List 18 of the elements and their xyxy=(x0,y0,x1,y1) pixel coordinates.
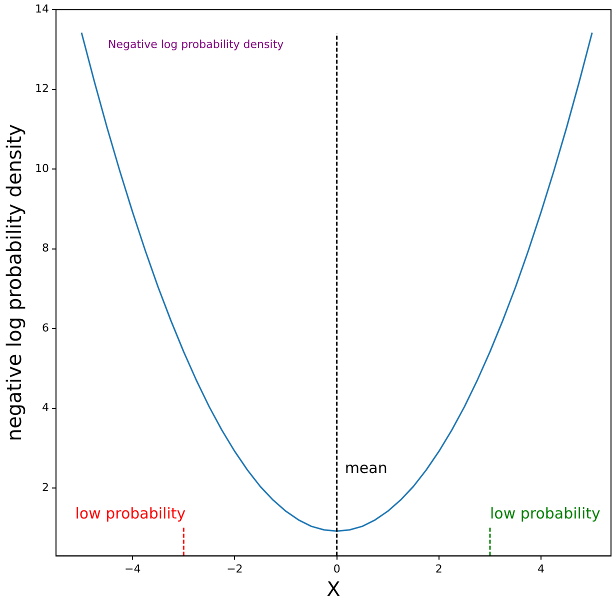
x-tick-label: 0 xyxy=(333,562,340,576)
x-tick-label: 4 xyxy=(538,562,545,576)
x-tick-label: 2 xyxy=(435,562,442,576)
y-tick-label: 10 xyxy=(34,162,49,175)
ref-line-label: mean xyxy=(344,459,388,478)
x-tick-label: −4 xyxy=(124,562,141,576)
series-label: low probability xyxy=(75,504,186,522)
y-tick-label: 2 xyxy=(42,480,49,494)
y-tick-label: 14 xyxy=(34,2,49,16)
y-tick-label: 4 xyxy=(42,401,49,414)
y-tick-label: 6 xyxy=(42,321,49,334)
x-axis-title: X xyxy=(326,577,341,602)
annotation: Negative log probability density xyxy=(108,38,284,51)
x-tick-label: −2 xyxy=(226,562,243,576)
y-tick-label: 8 xyxy=(42,242,49,255)
y-axis-title: negative log probability density xyxy=(2,124,26,442)
series-label: low probability xyxy=(490,504,601,522)
y-tick-label: 12 xyxy=(34,82,49,96)
